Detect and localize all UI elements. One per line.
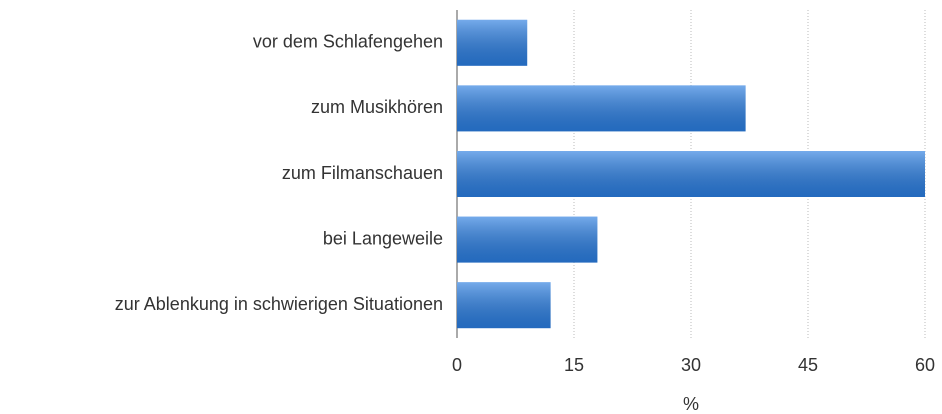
y-tick-label: zum Musikhören	[311, 97, 443, 117]
bar	[457, 19, 528, 66]
y-tick-label: zum Filmanschauen	[282, 163, 443, 183]
x-tick-label: 15	[564, 355, 584, 375]
y-tick-label: bei Langeweile	[323, 228, 443, 248]
x-tick-label: 0	[452, 355, 462, 375]
y-tick-label: zur Ablenkung in schwierigen Situationen	[115, 294, 443, 314]
x-tick-label: 60	[915, 355, 935, 375]
bar	[457, 151, 925, 197]
bar	[457, 85, 746, 132]
bar	[457, 216, 598, 263]
x-axis-label: %	[683, 394, 699, 414]
y-tick-label: vor dem Schlafengehen	[253, 32, 443, 52]
x-tick-label: 30	[681, 355, 701, 375]
bar	[457, 282, 551, 329]
x-tick-label: 45	[798, 355, 818, 375]
